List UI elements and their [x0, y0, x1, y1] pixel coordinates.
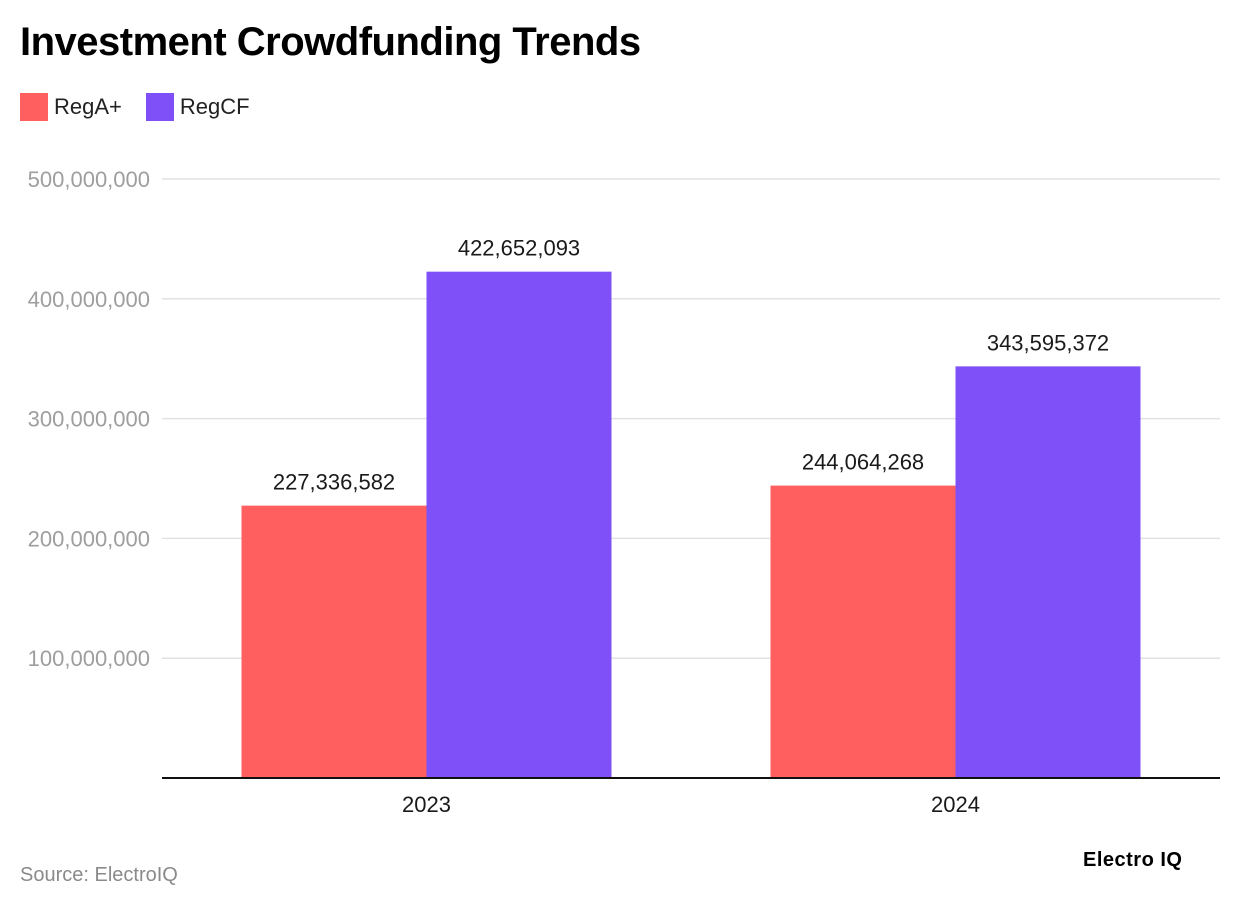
legend-label-regcf: RegCF [179, 94, 250, 119]
data-label: 227,336,582 [273, 470, 395, 495]
legend-swatch-regcf [145, 93, 174, 121]
source-note: Source: ElectroIQ [20, 864, 178, 886]
legend-label-rega: RegA+ [54, 94, 122, 119]
y-tick-label: 500,000,000 [28, 167, 150, 192]
bar-regcf-2023 [426, 271, 612, 778]
y-tick-label: 300,000,000 [28, 407, 150, 432]
chart-title: Investment Crowdfunding Trends [20, 20, 641, 64]
x-tick-label: 2024 [931, 792, 980, 817]
data-label: 343,595,372 [987, 330, 1109, 355]
y-tick-label: 200,000,000 [28, 526, 150, 551]
x-tick-label: 2023 [402, 792, 451, 817]
y-tick-label: 100,000,000 [28, 646, 150, 671]
legend-swatch-rega [20, 93, 48, 121]
bar-regaplus-2023 [241, 505, 427, 778]
y-tick-label: 400,000,000 [28, 287, 150, 312]
data-label: 422,652,093 [458, 236, 580, 261]
bar-regaplus-2024 [770, 485, 956, 778]
legend-item-regcf: RegCF [145, 93, 250, 121]
bar-regcf-2024 [955, 366, 1141, 778]
brand-logo: Electro IQ [1083, 849, 1183, 871]
data-label: 244,064,268 [802, 450, 924, 475]
legend: RegA+ RegCF [20, 93, 274, 121]
legend-item-rega: RegA+ [20, 93, 122, 121]
